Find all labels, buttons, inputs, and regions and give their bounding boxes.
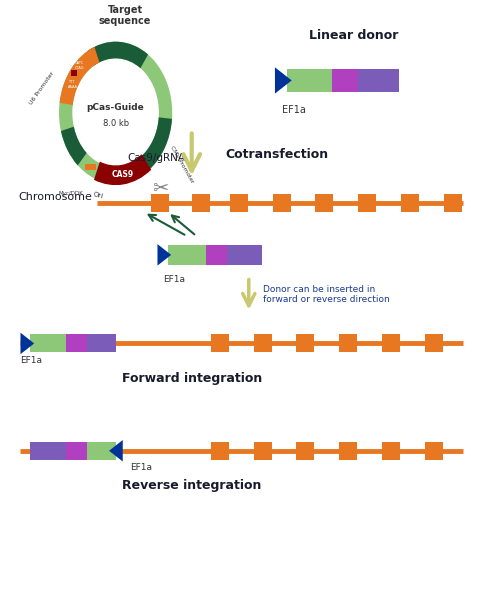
Polygon shape [109, 440, 123, 462]
Wedge shape [59, 41, 172, 183]
Bar [64, 85, 70, 91]
FancyBboxPatch shape [401, 194, 419, 212]
FancyBboxPatch shape [230, 194, 248, 212]
FancyBboxPatch shape [87, 334, 116, 353]
Text: oruP: oruP [36, 446, 60, 456]
Polygon shape [20, 333, 34, 354]
Text: Forward integration: Forward integration [122, 371, 262, 384]
Polygon shape [158, 244, 171, 266]
FancyBboxPatch shape [168, 245, 206, 265]
Text: P2A: P2A [67, 339, 85, 348]
FancyBboxPatch shape [358, 69, 399, 92]
FancyBboxPatch shape [287, 69, 332, 92]
Text: Myc/DDK: Myc/DDK [58, 191, 83, 195]
Text: PFG: PFG [91, 446, 111, 456]
Text: EF1a: EF1a [20, 356, 42, 365]
Wedge shape [61, 127, 87, 166]
FancyBboxPatch shape [358, 194, 376, 212]
Text: Puro: Puro [233, 250, 256, 259]
FancyBboxPatch shape [296, 334, 314, 353]
FancyBboxPatch shape [254, 334, 272, 353]
Text: P2A: P2A [207, 250, 225, 259]
Text: Puro: Puro [365, 76, 392, 85]
FancyBboxPatch shape [273, 194, 291, 212]
Text: Target
sequence: Target sequence [99, 5, 151, 26]
Bar [71, 70, 77, 76]
Text: GFP: GFP [38, 339, 58, 348]
FancyBboxPatch shape [211, 334, 229, 353]
FancyBboxPatch shape [254, 442, 272, 460]
FancyBboxPatch shape [66, 334, 87, 353]
Text: Linear donor: Linear donor [309, 29, 398, 41]
Text: GFP: GFP [177, 250, 197, 259]
FancyBboxPatch shape [339, 334, 357, 353]
Text: gRNA
Scaffold: gRNA Scaffold [110, 6, 134, 35]
FancyBboxPatch shape [425, 442, 443, 460]
FancyBboxPatch shape [87, 442, 116, 460]
FancyBboxPatch shape [296, 442, 314, 460]
Text: A2P: A2P [67, 446, 85, 456]
Text: Ori: Ori [92, 191, 104, 199]
FancyBboxPatch shape [315, 194, 333, 212]
Text: 8.0 kb: 8.0 kb [102, 119, 129, 128]
FancyBboxPatch shape [66, 442, 87, 460]
FancyBboxPatch shape [444, 194, 462, 212]
Text: CMV Promoter: CMV Promoter [169, 145, 195, 185]
Text: GATC: GATC [75, 62, 84, 66]
Text: CAS9: CAS9 [111, 170, 134, 179]
Text: U6 Promoter: U6 Promoter [29, 71, 56, 105]
Polygon shape [275, 68, 292, 94]
Text: GFP: GFP [298, 76, 321, 85]
FancyBboxPatch shape [206, 245, 227, 265]
FancyBboxPatch shape [382, 442, 400, 460]
FancyBboxPatch shape [332, 69, 358, 92]
Wedge shape [94, 154, 151, 185]
Text: Cas9/gRNA: Cas9/gRNA [127, 153, 185, 163]
Text: Cotransfection: Cotransfection [225, 148, 328, 161]
Text: AAAA: AAAA [68, 85, 78, 89]
FancyBboxPatch shape [227, 245, 262, 265]
Text: ✂: ✂ [153, 179, 169, 198]
FancyBboxPatch shape [211, 442, 229, 460]
Text: Reverse integration: Reverse integration [122, 479, 262, 492]
Text: CTAG: CTAG [75, 66, 84, 70]
Wedge shape [141, 118, 172, 171]
Text: EF1a: EF1a [163, 275, 185, 284]
Text: P2A: P2A [334, 76, 356, 85]
Text: EF1a: EF1a [282, 105, 306, 114]
Text: TTT: TTT [68, 80, 75, 84]
FancyBboxPatch shape [339, 442, 357, 460]
Text: pCas-Guide: pCas-Guide [87, 104, 144, 113]
Bar [85, 164, 96, 170]
FancyBboxPatch shape [425, 334, 443, 353]
Text: Puro: Puro [89, 339, 113, 348]
Text: EF1a: EF1a [130, 463, 152, 472]
Text: Donor can be inserted in
forward or reverse direction: Donor can be inserted in forward or reve… [263, 285, 390, 304]
FancyBboxPatch shape [30, 442, 66, 460]
Text: AMP: AMP [47, 147, 63, 159]
Wedge shape [87, 41, 148, 68]
Bar [81, 58, 86, 64]
Wedge shape [60, 47, 100, 105]
FancyBboxPatch shape [382, 334, 400, 353]
FancyBboxPatch shape [192, 194, 210, 212]
Text: Chromosome: Chromosome [18, 192, 92, 202]
FancyBboxPatch shape [151, 194, 169, 212]
FancyBboxPatch shape [30, 334, 66, 353]
